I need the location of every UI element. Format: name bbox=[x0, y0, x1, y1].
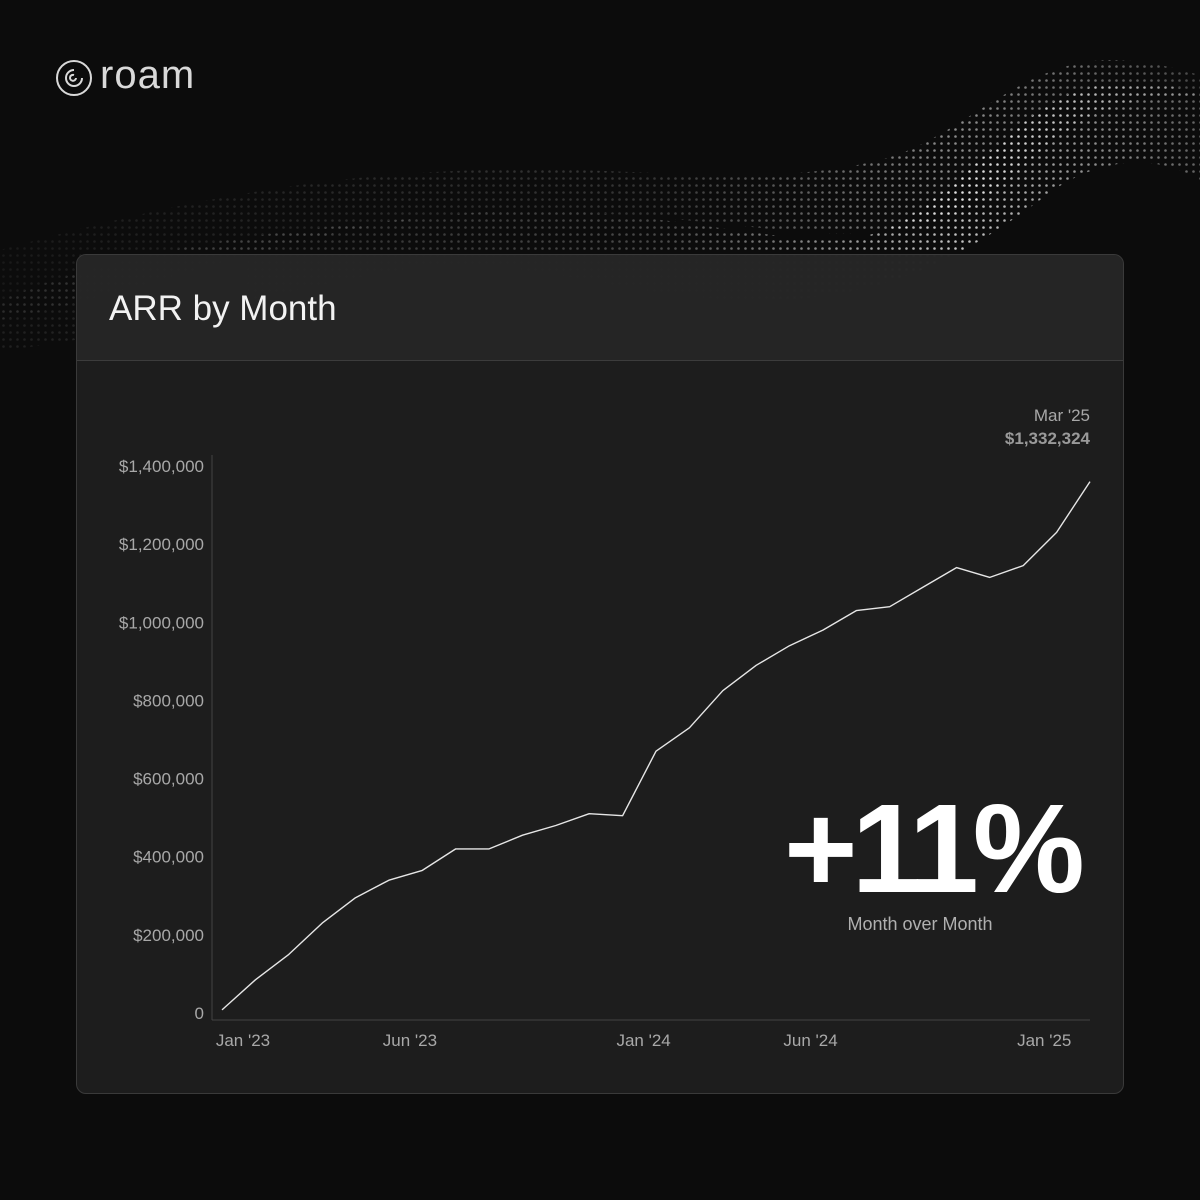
brand-name: roam bbox=[100, 53, 196, 97]
series-line-arr bbox=[221, 481, 1091, 1011]
card-title: ARR by Month bbox=[109, 289, 337, 328]
brand-logo: roam bbox=[54, 53, 196, 98]
roam-swirl-icon bbox=[56, 60, 92, 96]
y-tick-label: $600,000 bbox=[133, 770, 204, 789]
y-tick-label: 0 bbox=[195, 1004, 204, 1023]
y-tick-label: $200,000 bbox=[133, 926, 204, 945]
x-tick-label: Jun '24 bbox=[783, 1031, 837, 1050]
growth-percentage: +11% bbox=[784, 778, 1085, 919]
arr-chart-card: ARR by Month bbox=[76, 254, 1124, 1094]
y-tick-label: $400,000 bbox=[133, 848, 204, 867]
highlight-month-label: Mar '25 bbox=[1034, 406, 1090, 425]
x-tick-label: Jan '25 bbox=[1017, 1031, 1071, 1050]
x-tick-label: Jun '23 bbox=[383, 1031, 437, 1050]
card-header: ARR by Month bbox=[77, 255, 1123, 361]
highlight-value-label: $1,332,324 bbox=[1005, 429, 1091, 448]
y-tick-label: $1,000,000 bbox=[119, 613, 204, 632]
x-tick-label: Jan '24 bbox=[616, 1031, 670, 1050]
y-tick-label: $800,000 bbox=[133, 691, 204, 710]
mom-growth-stat: +11% Month over Month bbox=[784, 778, 1085, 935]
y-tick-label: $1,200,000 bbox=[119, 535, 204, 554]
growth-caption: Month over Month bbox=[847, 914, 993, 934]
y-tick-label: $1,400,000 bbox=[119, 457, 204, 476]
x-tick-label: Jan '23 bbox=[216, 1031, 270, 1050]
